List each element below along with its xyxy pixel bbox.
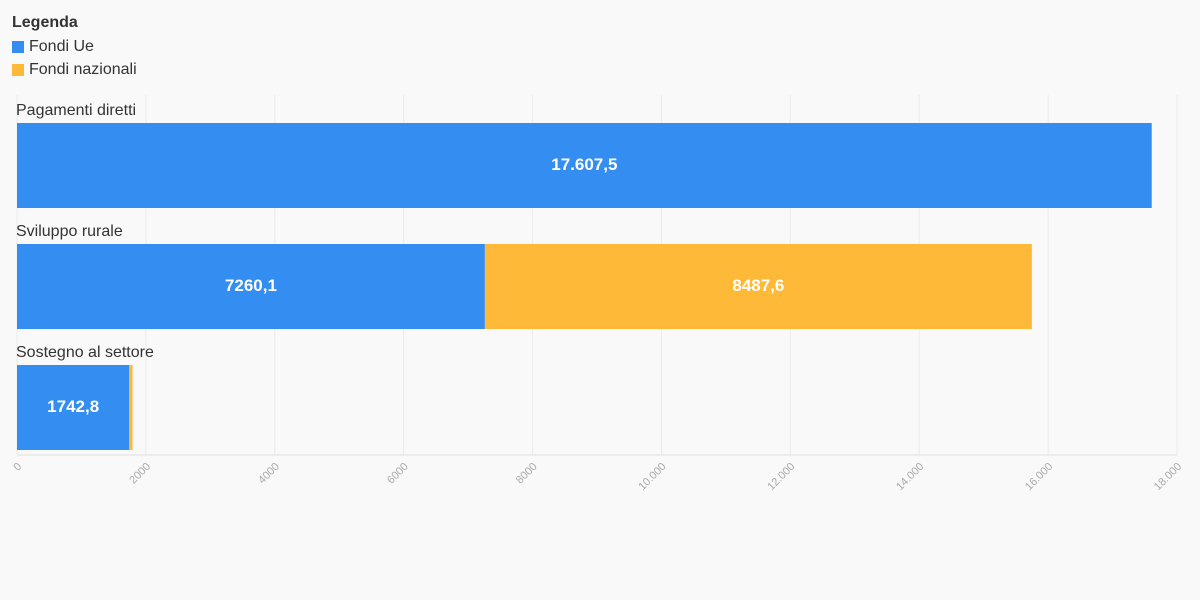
legend-title: Legenda [12, 14, 78, 31]
bar-segment [17, 365, 130, 450]
legend-swatch [12, 64, 24, 76]
category-label: Sostegno al settore [16, 344, 154, 361]
legend-label: Fondi Ue [29, 38, 94, 55]
value-label: 8487,6 [732, 276, 784, 295]
bar-segment [17, 123, 1152, 208]
bar-segment [129, 365, 133, 450]
category-label: Sviluppo rurale [16, 223, 123, 240]
legend-label: Fondi nazionali [29, 61, 137, 78]
value-label: 7260,1 [225, 276, 277, 295]
value-label: 17.607,5 [551, 155, 617, 174]
bar-segment [484, 244, 1032, 329]
value-label: 1742,8 [47, 397, 99, 416]
legend-swatch [12, 41, 24, 53]
bar-segment [17, 244, 485, 329]
category-label: Pagamenti diretti [16, 102, 136, 119]
